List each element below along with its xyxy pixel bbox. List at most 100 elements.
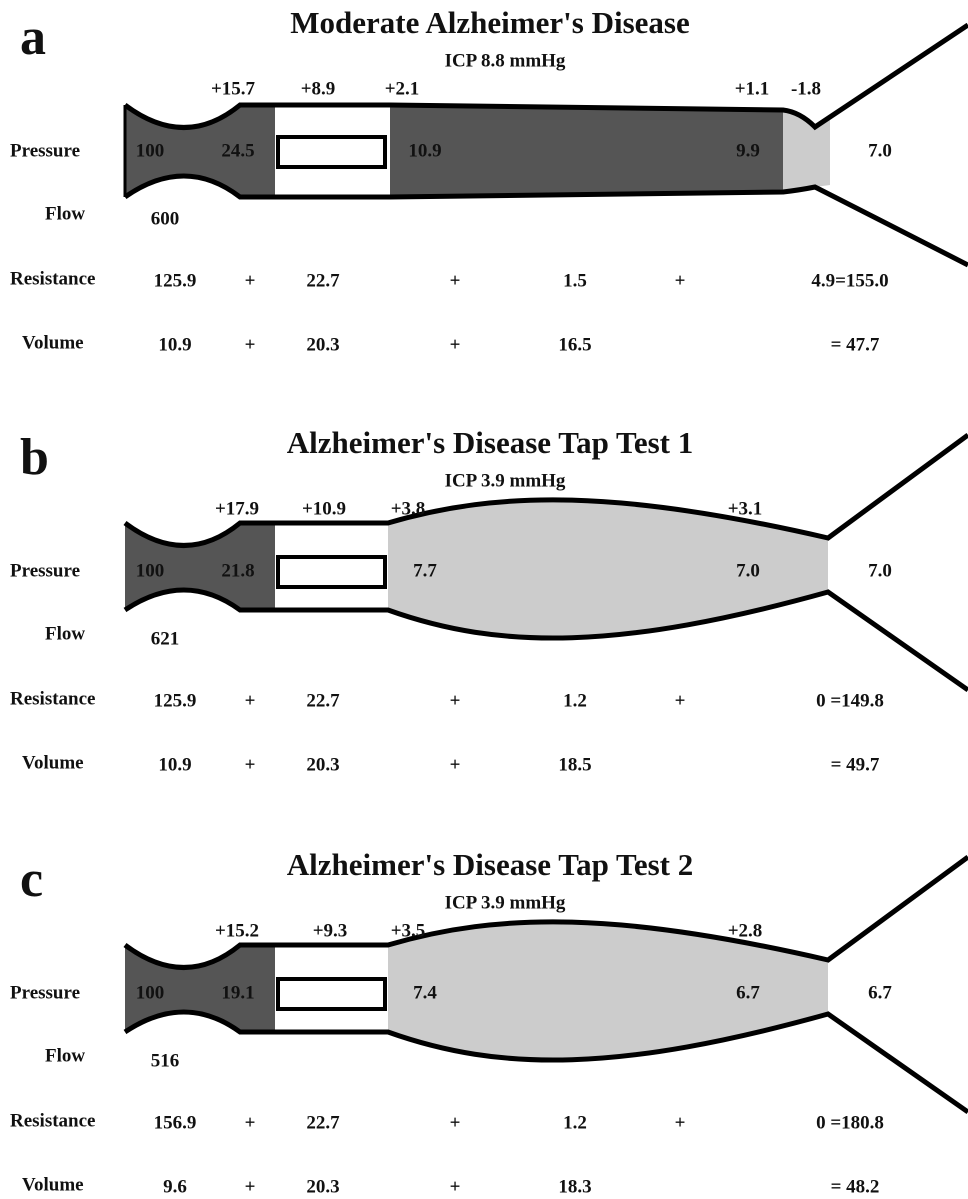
volume-item: 20.3 [306, 1176, 339, 1197]
volume-item: 20.3 [306, 334, 339, 355]
volume-item: = 48.2 [831, 1176, 880, 1197]
pressure-value: 100 [136, 982, 165, 1003]
icp: ICP 3.9 mmHg [445, 470, 566, 491]
volume-item: + [450, 1176, 461, 1197]
row-label: Volume [22, 332, 84, 353]
resistance-item: + [450, 1112, 461, 1133]
pressure-change: +10.9 [302, 498, 346, 519]
row-label: Resistance [10, 688, 95, 709]
pressure-change: +1.1 [735, 78, 770, 99]
row-label: Pressure [10, 560, 80, 581]
resistance-item: 1.2 [563, 1112, 587, 1133]
row-label: Volume [22, 752, 84, 773]
row-label: Flow [45, 203, 85, 224]
pressure-change: +8.9 [301, 78, 336, 99]
inner-box [278, 557, 385, 587]
resistance-item: + [675, 270, 686, 291]
volume-item: + [450, 334, 461, 355]
panel-letter: a [20, 9, 46, 66]
resistance-item: 0 =149.8 [816, 690, 884, 711]
inner-box [278, 137, 385, 167]
pressure-value: 9.9 [736, 140, 760, 161]
pressure-change: +3.5 [391, 920, 426, 941]
light-segment [388, 922, 828, 1060]
resistance-item: 22.7 [306, 270, 340, 291]
pressure-change: +3.8 [391, 498, 426, 519]
volume-item: = 47.7 [831, 334, 880, 355]
icp: ICP 8.8 mmHg [445, 50, 566, 71]
pressure-value: 7.4 [413, 982, 437, 1003]
resistance-item: + [450, 690, 461, 711]
volume-item: + [450, 754, 461, 775]
volume-item: 9.6 [163, 1176, 187, 1197]
pressure-change: +2.1 [385, 78, 420, 99]
panel: b Alzheimer's Disease Tap Test 1 ICP 3.9 m… [10, 425, 968, 775]
pressure-value: 6.7 [736, 982, 760, 1003]
resistance-item: 22.7 [306, 1112, 340, 1133]
pressure-change: -1.8 [791, 78, 821, 99]
panel: a Moderate Alzheimer's Disease ICP 8.8 mmH… [10, 5, 968, 355]
panel-title: Moderate Alzheimer's Disease [290, 5, 689, 40]
row-label: Flow [45, 623, 85, 644]
volume-item: + [245, 754, 256, 775]
resistance-item: 1.5 [563, 270, 587, 291]
pressure-value: 7.0 [868, 560, 892, 581]
volume-item: = 49.7 [831, 754, 880, 775]
resistance-item: 125.9 [154, 270, 197, 291]
pressure-value: 24.5 [221, 140, 254, 161]
pressure-change: +15.2 [215, 920, 259, 941]
panel: c Alzheimer's Disease Tap Test 2 ICP 3.9 m… [10, 847, 968, 1197]
panel-title: Alzheimer's Disease Tap Test 1 [287, 425, 693, 460]
resistance-item: 4.9=155.0 [811, 270, 888, 291]
volume-item: 18.5 [558, 754, 591, 775]
pressure-value: 6.7 [868, 982, 892, 1003]
volume-item: 10.9 [158, 754, 191, 775]
resistance-item: 1.2 [563, 690, 587, 711]
row-label: Resistance [10, 268, 95, 289]
resistance-item: + [675, 690, 686, 711]
pressure-value: 100 [136, 560, 165, 581]
pressure-change: +15.7 [211, 78, 256, 99]
pressure-value: 7.0 [736, 560, 760, 581]
volume-item: 18.3 [558, 1176, 591, 1197]
resistance-item: 125.9 [154, 690, 197, 711]
pressure-change: +2.8 [728, 920, 763, 941]
light-segment [388, 500, 828, 638]
row-label: Pressure [10, 140, 80, 161]
resistance-item: 156.9 [154, 1112, 197, 1133]
pressure-value: 7.0 [868, 140, 892, 161]
panel-letter: c [20, 851, 43, 908]
resistance-item: + [245, 1112, 256, 1133]
flow-value: 621 [151, 628, 180, 649]
resistance-item: 0 =180.8 [816, 1112, 884, 1133]
pressure-value: 7.7 [413, 560, 437, 581]
flow-value: 516 [151, 1050, 180, 1071]
volume-item: + [245, 334, 256, 355]
row-label: Pressure [10, 982, 80, 1003]
pressure-value: 10.9 [408, 140, 441, 161]
figure: a Moderate Alzheimer's Disease ICP 8.8 mmH… [0, 0, 968, 1199]
pressure-value: 19.1 [221, 982, 254, 1003]
flow-value: 600 [151, 208, 180, 229]
resistance-item: + [245, 690, 256, 711]
pressure-change: +9.3 [313, 920, 348, 941]
volume-item: 16.5 [558, 334, 591, 355]
icp: ICP 3.9 mmHg [445, 892, 566, 913]
volume-item: 20.3 [306, 754, 339, 775]
volume-item: 10.9 [158, 334, 191, 355]
row-label: Resistance [10, 1110, 95, 1131]
row-label: Flow [45, 1045, 85, 1066]
pressure-change: +3.1 [728, 498, 763, 519]
resistance-item: 22.7 [306, 690, 340, 711]
pressure-value: 100 [136, 140, 165, 161]
panel-letter: b [20, 429, 49, 486]
volume-item: + [245, 1176, 256, 1197]
pressure-change: +17.9 [215, 498, 259, 519]
resistance-item: + [675, 1112, 686, 1133]
inner-box [278, 979, 385, 1009]
row-label: Volume [22, 1174, 84, 1195]
panel-title: Alzheimer's Disease Tap Test 2 [287, 847, 693, 882]
resistance-item: + [450, 270, 461, 291]
resistance-item: + [245, 270, 256, 291]
pressure-value: 21.8 [221, 560, 254, 581]
